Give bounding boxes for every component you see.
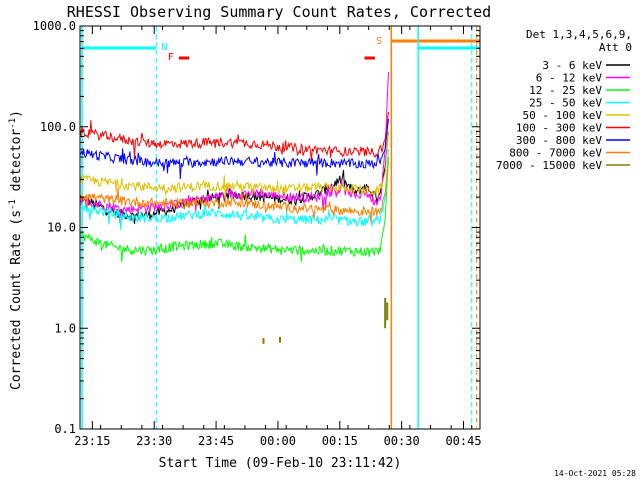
series-100-300-kev-line bbox=[79, 111, 389, 162]
y-tick-label: 1000.0 bbox=[33, 19, 76, 33]
legend-25-50-kev-label: 25 - 50 keV bbox=[529, 97, 602, 110]
legend-50-100-kev-label: 50 - 100 keV bbox=[523, 109, 603, 122]
y-tick-label: 0.1 bbox=[54, 422, 76, 436]
axes: 0.1 1.0 10.0 100.0 1000.0 23:15 23:30 23:45 00:0… bbox=[33, 19, 482, 448]
series-12-25-kev-line bbox=[79, 157, 389, 263]
y-axis-label: Corrected Count Rate (s-1 detector-1) bbox=[8, 110, 24, 390]
x-tick-label: 23:30 bbox=[136, 434, 172, 448]
timestamp: 14-Oct-2021 05:28 bbox=[554, 469, 636, 478]
legend-12-25-kev-label: 12 - 25 keV bbox=[529, 84, 602, 97]
y-axis-label-exp2: -1 bbox=[8, 118, 18, 129]
legend-3-6-kev-label: 3 - 6 keV bbox=[542, 59, 602, 72]
x-tick-label: 00:15 bbox=[322, 434, 358, 448]
legend-100-300-kev-label: 100 - 300 keV bbox=[516, 122, 602, 135]
annotation-s: S bbox=[376, 36, 382, 47]
y-axis-label-main: Corrected Count Rate (s bbox=[9, 210, 24, 390]
legend-6-12-kev-label: 6 - 12 keV bbox=[536, 72, 603, 85]
x-tick-label: 00:00 bbox=[260, 434, 296, 448]
chart-title: RHESSI Observing Summary Count Rates, Co… bbox=[67, 3, 491, 21]
y-tick-label: 1.0 bbox=[54, 321, 76, 335]
x-axis-label: Start Time (09-Feb-10 23:11:42) bbox=[159, 456, 402, 471]
x-tick-label: 23:15 bbox=[74, 434, 110, 448]
series-50-100-kev-line bbox=[79, 131, 389, 201]
y-axis-label-unit-text: detector bbox=[9, 129, 24, 192]
annotation-f: F bbox=[168, 52, 174, 63]
legend-300-800-kev-label: 300 - 800 keV bbox=[516, 134, 602, 147]
legend-800-7000-kev-label: 800 - 7000 keV bbox=[509, 147, 602, 160]
y-axis-label-unit bbox=[9, 191, 24, 199]
x-tick-label: 00:30 bbox=[384, 434, 420, 448]
plot-area: NF S bbox=[79, 26, 480, 429]
x-tick-label: 23:45 bbox=[198, 434, 234, 448]
x-tick-label: 00:45 bbox=[445, 434, 481, 448]
legend-7000-15000-kev-label: 7000 - 15000 keV bbox=[496, 159, 602, 172]
series-800-7000-kev-line bbox=[79, 161, 389, 223]
series-6-12-kev-line bbox=[79, 71, 389, 224]
legend-header-1: Det 1,3,4,5,6,9, bbox=[526, 28, 632, 41]
series-300-800-kev-line bbox=[79, 118, 389, 180]
y-axis-label-exp1: -1 bbox=[8, 199, 18, 210]
y-tick-label: 10.0 bbox=[47, 221, 76, 235]
annotation-n: N bbox=[162, 42, 168, 53]
y-tick-label: 100.0 bbox=[40, 120, 76, 134]
legend-header-2: Att 0 bbox=[599, 41, 632, 54]
y-axis-label-close: ) bbox=[9, 110, 24, 118]
series-25-50-kev-line bbox=[79, 149, 389, 231]
